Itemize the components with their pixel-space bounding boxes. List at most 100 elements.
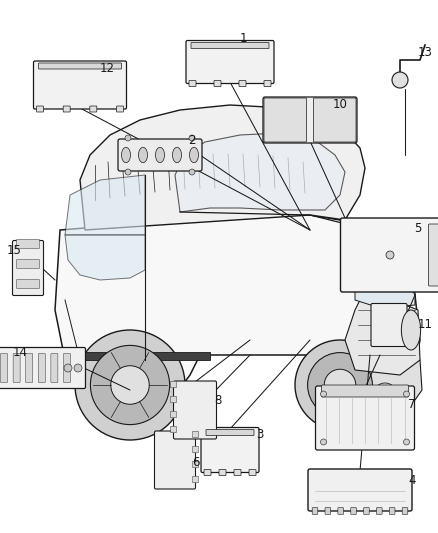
- Text: 6: 6: [192, 456, 200, 469]
- Polygon shape: [65, 175, 145, 235]
- Text: 4: 4: [408, 473, 416, 487]
- FancyBboxPatch shape: [321, 385, 409, 397]
- FancyBboxPatch shape: [191, 43, 269, 49]
- FancyBboxPatch shape: [239, 80, 246, 86]
- FancyBboxPatch shape: [13, 240, 43, 295]
- Circle shape: [403, 439, 410, 445]
- Polygon shape: [65, 235, 145, 280]
- FancyBboxPatch shape: [90, 106, 97, 112]
- Text: 15: 15: [7, 244, 21, 256]
- FancyBboxPatch shape: [173, 381, 216, 439]
- Text: 8: 8: [214, 393, 222, 407]
- FancyBboxPatch shape: [0, 348, 85, 389]
- Circle shape: [189, 135, 195, 141]
- Polygon shape: [355, 270, 415, 308]
- Text: 10: 10: [332, 99, 347, 111]
- Polygon shape: [55, 208, 420, 405]
- Ellipse shape: [173, 147, 181, 163]
- FancyBboxPatch shape: [338, 508, 343, 514]
- Circle shape: [90, 345, 170, 425]
- Circle shape: [74, 364, 82, 372]
- FancyBboxPatch shape: [17, 279, 39, 288]
- Circle shape: [321, 391, 326, 397]
- Text: 3: 3: [256, 429, 264, 441]
- FancyBboxPatch shape: [171, 426, 177, 433]
- FancyBboxPatch shape: [171, 396, 177, 403]
- FancyBboxPatch shape: [264, 80, 271, 86]
- FancyBboxPatch shape: [206, 430, 254, 435]
- Ellipse shape: [155, 147, 165, 163]
- Circle shape: [386, 251, 394, 259]
- FancyBboxPatch shape: [17, 260, 39, 269]
- FancyBboxPatch shape: [264, 98, 307, 142]
- Circle shape: [373, 383, 397, 407]
- FancyBboxPatch shape: [33, 61, 127, 109]
- FancyBboxPatch shape: [201, 427, 259, 472]
- Polygon shape: [345, 295, 420, 375]
- Circle shape: [295, 340, 385, 430]
- FancyBboxPatch shape: [428, 224, 438, 286]
- FancyBboxPatch shape: [117, 106, 124, 112]
- Ellipse shape: [138, 147, 148, 163]
- Text: 1: 1: [239, 31, 247, 44]
- Circle shape: [307, 353, 372, 417]
- FancyBboxPatch shape: [26, 353, 33, 383]
- Circle shape: [75, 330, 185, 440]
- Circle shape: [125, 169, 131, 175]
- FancyBboxPatch shape: [51, 353, 58, 383]
- FancyBboxPatch shape: [38, 353, 45, 383]
- FancyBboxPatch shape: [193, 431, 198, 438]
- Text: 5: 5: [414, 222, 422, 235]
- FancyBboxPatch shape: [0, 353, 7, 383]
- FancyBboxPatch shape: [193, 461, 198, 468]
- Text: 11: 11: [417, 319, 432, 332]
- FancyBboxPatch shape: [39, 63, 121, 69]
- Circle shape: [321, 439, 326, 445]
- Circle shape: [403, 391, 410, 397]
- FancyBboxPatch shape: [351, 508, 357, 514]
- FancyBboxPatch shape: [171, 411, 177, 418]
- Circle shape: [392, 72, 408, 88]
- FancyBboxPatch shape: [364, 508, 369, 514]
- FancyBboxPatch shape: [64, 353, 71, 383]
- FancyBboxPatch shape: [371, 303, 407, 346]
- Text: 7: 7: [408, 399, 416, 411]
- Text: 12: 12: [99, 61, 114, 75]
- FancyBboxPatch shape: [219, 470, 226, 475]
- FancyBboxPatch shape: [234, 470, 241, 475]
- Ellipse shape: [401, 310, 420, 350]
- FancyBboxPatch shape: [189, 80, 196, 86]
- FancyBboxPatch shape: [312, 508, 318, 514]
- FancyBboxPatch shape: [249, 470, 256, 475]
- Polygon shape: [80, 105, 365, 230]
- Polygon shape: [335, 360, 422, 405]
- FancyBboxPatch shape: [155, 431, 195, 489]
- Circle shape: [324, 369, 356, 401]
- Ellipse shape: [190, 147, 198, 163]
- FancyBboxPatch shape: [308, 469, 412, 511]
- FancyBboxPatch shape: [263, 97, 357, 143]
- FancyBboxPatch shape: [118, 139, 202, 171]
- FancyBboxPatch shape: [325, 508, 331, 514]
- Text: 14: 14: [13, 345, 28, 359]
- FancyBboxPatch shape: [63, 106, 70, 112]
- FancyBboxPatch shape: [193, 476, 198, 483]
- FancyBboxPatch shape: [377, 508, 382, 514]
- FancyBboxPatch shape: [193, 446, 198, 453]
- FancyBboxPatch shape: [389, 508, 395, 514]
- Circle shape: [111, 366, 149, 404]
- FancyBboxPatch shape: [204, 470, 211, 475]
- Polygon shape: [65, 352, 210, 360]
- Polygon shape: [175, 133, 345, 212]
- Text: 13: 13: [417, 45, 432, 59]
- FancyBboxPatch shape: [214, 80, 221, 86]
- FancyBboxPatch shape: [171, 381, 177, 388]
- FancyBboxPatch shape: [186, 41, 274, 84]
- FancyBboxPatch shape: [13, 353, 20, 383]
- FancyBboxPatch shape: [402, 508, 408, 514]
- Ellipse shape: [121, 147, 131, 163]
- Circle shape: [64, 364, 72, 372]
- FancyBboxPatch shape: [340, 218, 438, 292]
- FancyBboxPatch shape: [314, 98, 356, 142]
- Circle shape: [125, 135, 131, 141]
